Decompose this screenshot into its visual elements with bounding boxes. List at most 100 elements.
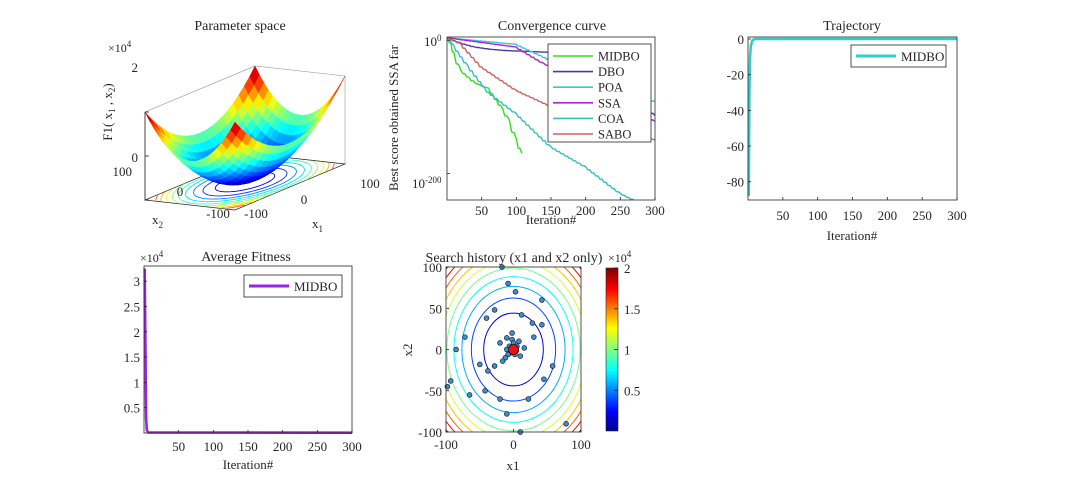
contour-line [470, 297, 557, 402]
search-point [504, 411, 510, 417]
x-tick-label: 250 [308, 439, 328, 454]
search-point [483, 315, 490, 321]
y-tick-label: 3 [134, 274, 141, 289]
convergence-x-ticks: 50 100 150 200 250 300 [447, 39, 665, 218]
search-point [541, 376, 547, 382]
x-axis-label: x1 [312, 216, 323, 234]
average-fitness-series [143, 268, 353, 434]
trajectory-plot: Trajectory 50 100 150 200 250 300 0 -20 -40 -60 -… [727, 19, 967, 243]
legend-label-midbo: MIDBO [901, 49, 944, 64]
x-tick-label: 250 [611, 203, 631, 218]
legend-box [547, 43, 652, 143]
search-point [563, 421, 569, 427]
surface-geometry [143, 65, 347, 211]
average-fitness-title: Average Fitness [201, 250, 291, 265]
y-tick-label: 0 [177, 184, 184, 199]
y-tick-label: 100 [423, 260, 443, 275]
series-line-coa [447, 37, 635, 200]
average-fitness-plot: Average Fitness 50 100 150 200 250 300 0.5 1 1.… [124, 249, 362, 472]
y-tick-label: 0 [436, 343, 443, 358]
colorbar-ticks: 0.5 1 1.5 2 [614, 261, 640, 398]
trajectory-y-ticks: 0 -20 -40 -60 -80 [727, 32, 751, 190]
z-tick-label: 2 [132, 60, 139, 75]
search-point [529, 320, 536, 326]
x-tick-label: -100 [434, 437, 458, 452]
y-tick-label: 0 [738, 32, 745, 47]
search-point [477, 361, 483, 368]
y-tick-label: 2.5 [124, 299, 140, 314]
y-tick-label: 0.5 [124, 401, 140, 416]
x-tick-label: 50 [475, 203, 488, 218]
z-axis-label: F1( x1 , x2) [100, 83, 117, 140]
search-point [517, 353, 524, 359]
avgfit-x-label: Iteration# [223, 457, 274, 472]
surface-plot: Parameter space 2 0 ×104 F1( x1 , x2) 10… [100, 19, 380, 234]
search-point [499, 358, 506, 364]
search-point [453, 346, 459, 353]
x-tick-label: 100 [507, 203, 527, 218]
y-tick-label: -40 [727, 103, 744, 118]
colorbar-tick-label: 2 [624, 261, 631, 276]
search-point [497, 396, 503, 402]
legend-label-ssa: SSA [598, 96, 621, 110]
x-tick-label: 200 [576, 203, 596, 218]
x-tick-label: 0 [510, 437, 517, 452]
legend-box [243, 274, 343, 298]
x-tick-label: 300 [947, 208, 967, 223]
y-tick-label: 2 [134, 325, 141, 340]
x-tick-label: 0 [301, 192, 308, 207]
search-history-plot: Search history (x1 and x2 only) -100 0 100… [400, 249, 640, 473]
surface-patch [230, 121, 241, 137]
y-tick-label: -50 [425, 384, 442, 399]
x-tick-label: 100 [360, 176, 380, 191]
y-axis-label: x2 [152, 212, 163, 230]
search-points [444, 264, 569, 435]
colorbar-tick-label: 1.5 [624, 302, 640, 317]
x-tick-label: -100 [244, 206, 268, 221]
search-point [504, 335, 510, 341]
y-tick-label: 1 [134, 375, 141, 390]
search-point [497, 340, 503, 346]
legend-label-poa: POA [598, 81, 623, 95]
legend-label-midbo: MIDBO [598, 50, 640, 64]
avgfit-legend: MIDBO [243, 274, 343, 298]
x-tick-label: 150 [843, 208, 863, 223]
search-point [482, 388, 488, 394]
trajectory-series [747, 37, 957, 197]
y-tick-label: -100 [206, 206, 230, 221]
trajectory-x-label: Iteration# [827, 228, 878, 243]
legend-label-sabo: SABO [598, 128, 631, 142]
x-tick-label: 100 [204, 439, 224, 454]
y-tick-label: -60 [727, 139, 744, 154]
convergence-title: Convergence curve [498, 19, 606, 34]
legend-label-coa: COA [598, 112, 624, 126]
x-tick-label: 150 [238, 439, 258, 454]
search-point [485, 368, 491, 374]
x-tick-label: 100 [808, 208, 828, 223]
avgfit-x-ticks: 50 100 150 200 250 300 [172, 430, 362, 454]
search-point [539, 322, 545, 328]
x-tick-label: 100 [571, 437, 591, 452]
x-tick-label: 300 [342, 439, 362, 454]
colorbar-tick-label: 1 [624, 343, 631, 358]
y-tick-label: 10-200 [412, 175, 442, 191]
x-tick-label: 150 [541, 203, 561, 218]
series-line-midbo [143, 268, 353, 434]
search-point [549, 363, 556, 369]
y-tick-label: 50 [429, 301, 442, 316]
colorbar-tick-label: 0.5 [624, 383, 640, 398]
search-y-label: x2 [400, 344, 415, 357]
trajectory-x-ticks: 50 100 150 200 250 300 [776, 197, 967, 223]
search-x-label: x1 [507, 458, 520, 473]
search-point [516, 338, 522, 345]
search-point [531, 334, 537, 340]
search-point [512, 289, 519, 295]
search-point [505, 280, 511, 287]
y-tick-label: 100 [424, 33, 442, 49]
search-point [447, 378, 454, 384]
search-point [466, 392, 473, 398]
search-point [491, 307, 498, 313]
search-point [518, 312, 525, 318]
